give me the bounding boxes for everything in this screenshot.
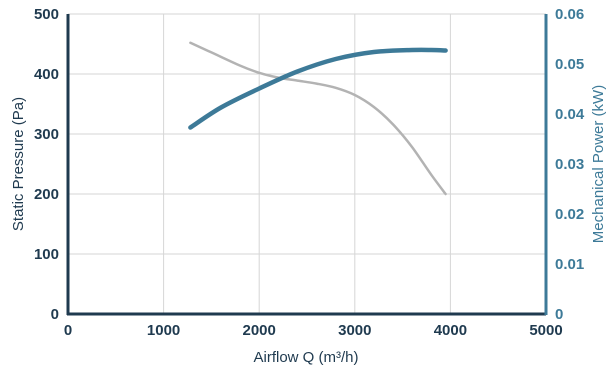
x-tick-label: 5000	[529, 322, 562, 339]
y-tick-label-right: 0.05	[555, 56, 584, 73]
y-axis-label-right: Mechanical Power (kW)	[590, 85, 607, 243]
y-tick-label-left: 0	[51, 306, 59, 323]
axes	[66, 14, 548, 316]
y-tick-label-right: 0.03	[555, 156, 584, 173]
x-tick-label: 0	[64, 322, 72, 339]
x-tick-label: 2000	[243, 322, 276, 339]
pressure-curve-line	[189, 41, 447, 196]
y-tick-label-right: 0	[555, 306, 563, 323]
x-tick-label: 1000	[147, 322, 180, 339]
y-tick-label-right: 0.04	[555, 106, 585, 123]
y-tick-label-left: 300	[34, 126, 59, 143]
y-tick-label-left: 200	[34, 186, 59, 203]
y-tick-label-left: 400	[34, 66, 59, 83]
ticks: 0 1000 2000 3000 4000 5000010020030040050000.…	[34, 6, 585, 339]
y-axis-label-left: Static Pressure (Pa)	[10, 97, 27, 231]
grid	[68, 13, 546, 314]
y-tick-label-right: 0.01	[555, 256, 584, 273]
x-tick-label: 4000	[434, 322, 467, 339]
y-tick-label-left: 100	[34, 246, 59, 263]
series	[188, 41, 448, 196]
y-tick-label-left: 500	[34, 6, 59, 23]
y-tick-label-right: 0.02	[555, 206, 584, 223]
power-curve-line	[188, 47, 448, 130]
y-tick-label-right: 0.06	[555, 6, 584, 23]
x-tick-label: 3000	[338, 322, 371, 339]
x-axis-label: Airflow Q (m³/h)	[254, 349, 359, 366]
